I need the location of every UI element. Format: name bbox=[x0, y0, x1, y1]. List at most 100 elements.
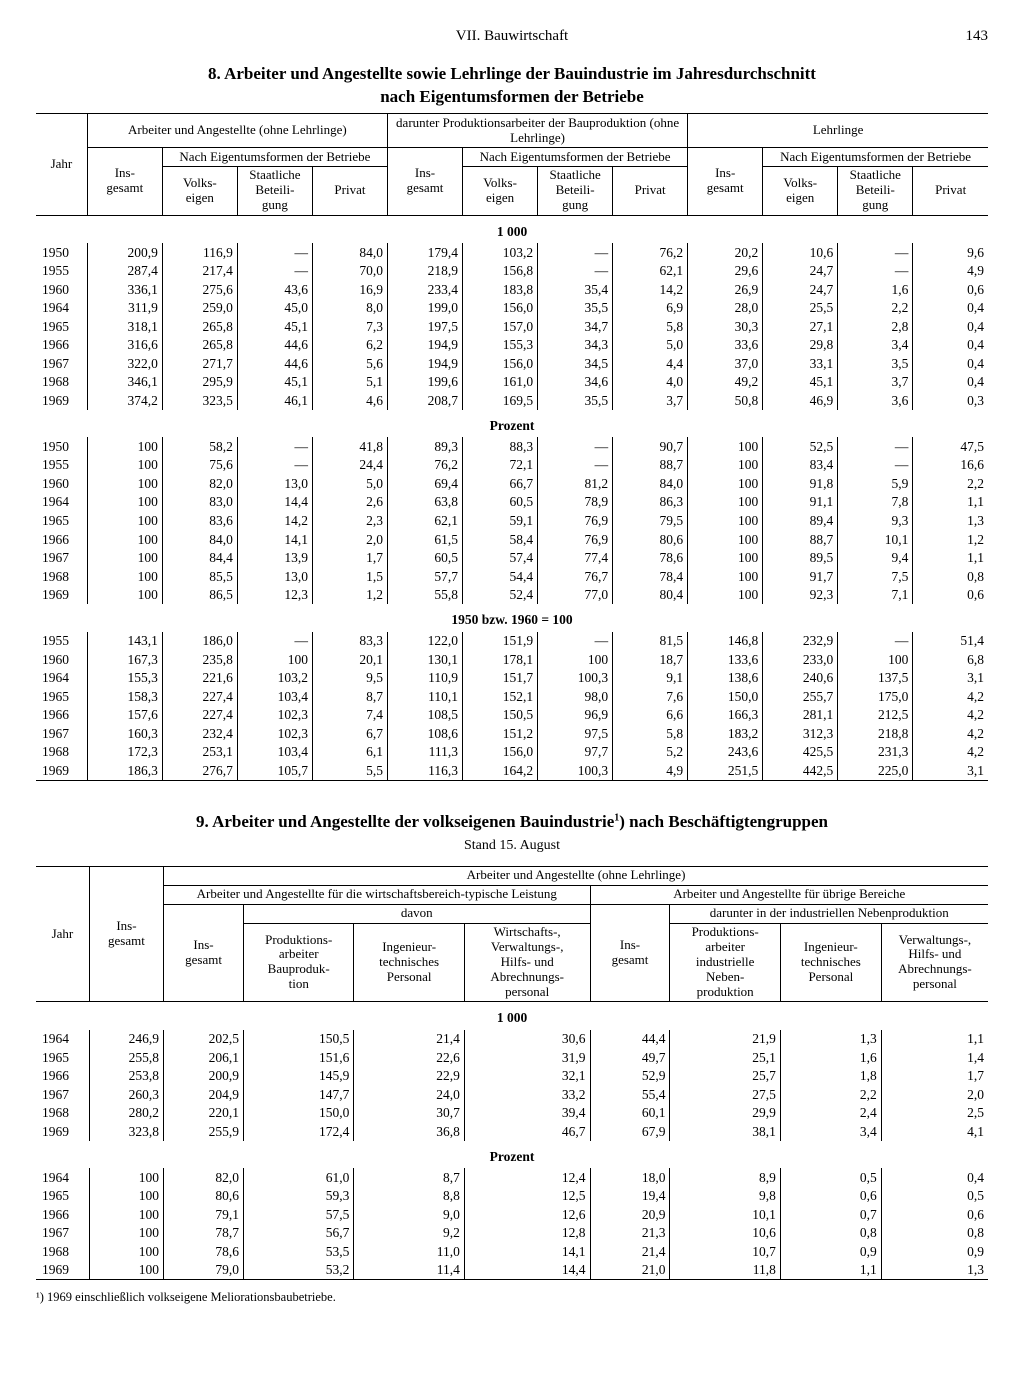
cell-year: 1968 bbox=[36, 743, 87, 762]
cell-value: 164,2 bbox=[463, 761, 538, 780]
table-row: 1960167,3235,810020,1130,1178,110018,713… bbox=[36, 650, 988, 669]
cell-value: 116,9 bbox=[162, 243, 237, 262]
cell-value: — bbox=[838, 632, 913, 651]
cell-value: 6,9 bbox=[613, 299, 688, 318]
cell-value: 57,4 bbox=[463, 549, 538, 568]
table-row: 1966157,6227,4102,37,4108,5150,596,96,61… bbox=[36, 706, 988, 725]
cell-value: 21,9 bbox=[670, 1030, 780, 1049]
cell-value: 100 bbox=[688, 493, 763, 512]
cell-value: 102,3 bbox=[237, 706, 312, 725]
cell-year: 1968 bbox=[36, 567, 87, 586]
th9-c5: Ingenieur- technisches Personal bbox=[780, 923, 881, 1002]
th-volks-b: Volks- eigen bbox=[463, 166, 538, 215]
cell-value: 51,4 bbox=[913, 632, 988, 651]
cell-value: 318,1 bbox=[87, 317, 162, 336]
cell-year: 1969 bbox=[36, 586, 87, 605]
cell-value: 60,5 bbox=[463, 493, 538, 512]
cell-value: 103,4 bbox=[237, 743, 312, 762]
cell-value: 1,7 bbox=[312, 549, 387, 568]
cell-value: 27,1 bbox=[763, 317, 838, 336]
cell-value: 45,1 bbox=[763, 373, 838, 392]
cell-value: 116,3 bbox=[387, 761, 462, 780]
cell-value: 100 bbox=[89, 1205, 163, 1224]
cell-value: 5,2 bbox=[613, 743, 688, 762]
cell-value: 57,5 bbox=[244, 1205, 354, 1224]
cell-value: 150,0 bbox=[244, 1104, 354, 1123]
cell-value: 1,3 bbox=[780, 1030, 881, 1049]
cell-value: 10,1 bbox=[670, 1205, 780, 1224]
cell-value: 90,7 bbox=[613, 437, 688, 456]
cell-value: 78,4 bbox=[613, 567, 688, 586]
cell-value: 156,8 bbox=[463, 262, 538, 281]
cell-value: 4,1 bbox=[881, 1122, 988, 1141]
cell-value: 253,1 bbox=[162, 743, 237, 762]
cell-value: 316,6 bbox=[87, 336, 162, 355]
cell-value: 5,8 bbox=[613, 724, 688, 743]
cell-value: 9,1 bbox=[613, 669, 688, 688]
cell-value: 151,9 bbox=[463, 632, 538, 651]
cell-value: 100 bbox=[89, 1168, 163, 1187]
cell-value: 46,7 bbox=[464, 1122, 590, 1141]
cell-value: 194,9 bbox=[387, 354, 462, 373]
cell-value: 30,7 bbox=[354, 1104, 464, 1123]
cell-value: 79,5 bbox=[613, 511, 688, 530]
cell-value: 3,1 bbox=[913, 669, 988, 688]
cell-value: 100 bbox=[688, 530, 763, 549]
cell-value: 8,8 bbox=[354, 1187, 464, 1206]
cell-value: 295,9 bbox=[162, 373, 237, 392]
cell-value: 111,3 bbox=[387, 743, 462, 762]
table-row: 196610084,014,12,061,558,476,980,610088,… bbox=[36, 530, 988, 549]
head-left bbox=[36, 28, 96, 45]
cell-value: 5,0 bbox=[312, 474, 387, 493]
cell-value: 200,9 bbox=[87, 243, 162, 262]
cell-value: 4,9 bbox=[913, 262, 988, 281]
cell-value: — bbox=[838, 437, 913, 456]
cell-value: 167,3 bbox=[87, 650, 162, 669]
cell-value: 4,2 bbox=[913, 706, 988, 725]
cell-value: 53,2 bbox=[244, 1261, 354, 1280]
cell-value: 442,5 bbox=[763, 761, 838, 780]
table9-title: 9. Arbeiter und Angestellte der volkseig… bbox=[36, 811, 988, 834]
cell-value: 21,4 bbox=[354, 1030, 464, 1049]
cell-value: 35,5 bbox=[538, 299, 613, 318]
cell-value: 0,3 bbox=[913, 391, 988, 410]
table-row: 196410083,014,42,663,860,578,986,310091,… bbox=[36, 493, 988, 512]
cell-value: 41,8 bbox=[312, 437, 387, 456]
cell-value: 83,6 bbox=[162, 511, 237, 530]
cell-value: 70,0 bbox=[312, 262, 387, 281]
cell-value: 5,6 bbox=[312, 354, 387, 373]
cell-year: 1960 bbox=[36, 280, 87, 299]
cell-value: 53,5 bbox=[244, 1242, 354, 1261]
cell-value: 275,6 bbox=[162, 280, 237, 299]
cell-value: 75,6 bbox=[162, 456, 237, 475]
table-row: 1950200,9116,9—84,0179,4103,2—76,220,210… bbox=[36, 243, 988, 262]
cell-year: 1969 bbox=[36, 1261, 89, 1280]
cell-year: 1966 bbox=[36, 1205, 89, 1224]
cell-value: 97,5 bbox=[538, 724, 613, 743]
th-priv-c: Privat bbox=[913, 166, 988, 215]
cell-value: 194,9 bbox=[387, 336, 462, 355]
cell-value: 199,6 bbox=[387, 373, 462, 392]
cell-value: 7,1 bbox=[838, 586, 913, 605]
cell-value: 35,5 bbox=[538, 391, 613, 410]
cell-value: 55,4 bbox=[590, 1085, 670, 1104]
cell-value: 3,4 bbox=[838, 336, 913, 355]
table-row: 196010082,013,05,069,466,781,284,010091,… bbox=[36, 474, 988, 493]
cell-value: 110,9 bbox=[387, 669, 462, 688]
table-row: 1965255,8206,1151,622,631,949,725,11,61,… bbox=[36, 1048, 988, 1067]
cell-year: 1955 bbox=[36, 456, 87, 475]
cell-value: 0,9 bbox=[881, 1242, 988, 1261]
cell-value: 21,4 bbox=[590, 1242, 670, 1261]
cell-value: 322,0 bbox=[87, 354, 162, 373]
table8-section-head: 1 000 bbox=[36, 215, 988, 243]
cell-value: — bbox=[838, 243, 913, 262]
cell-value: 4,9 bbox=[613, 761, 688, 780]
cell-value: — bbox=[237, 262, 312, 281]
cell-value: 69,4 bbox=[387, 474, 462, 493]
cell-value: 2,2 bbox=[913, 474, 988, 493]
cell-value: 2,5 bbox=[881, 1104, 988, 1123]
cell-value: 9,0 bbox=[354, 1205, 464, 1224]
cell-value: 169,5 bbox=[463, 391, 538, 410]
cell-year: 1969 bbox=[36, 1122, 89, 1141]
table-row: 195510075,6—24,476,272,1—88,710083,4—16,… bbox=[36, 456, 988, 475]
